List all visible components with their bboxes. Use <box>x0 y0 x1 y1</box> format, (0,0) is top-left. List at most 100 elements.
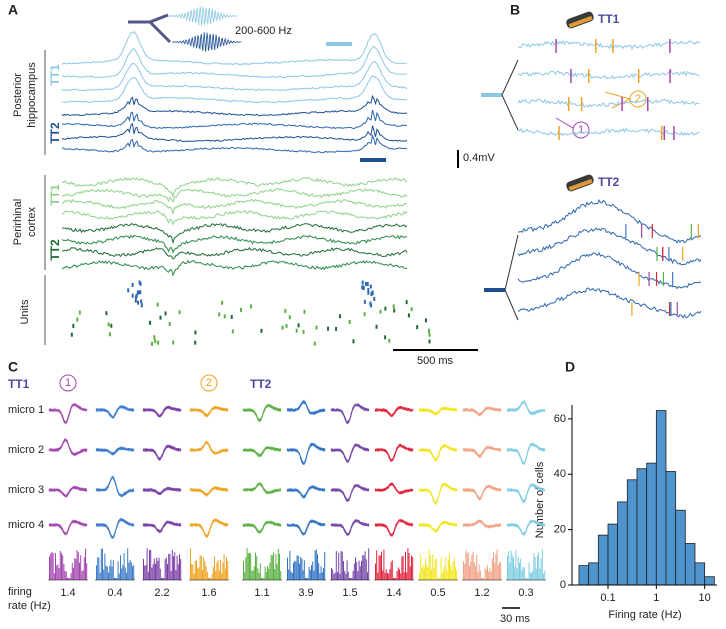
autocorrelogram-bar <box>447 560 449 580</box>
y-axis-label: Number of cells <box>534 461 546 538</box>
autocorrelogram-bar <box>128 562 130 580</box>
trace <box>61 234 408 254</box>
ripple <box>171 32 242 52</box>
trace <box>517 227 702 266</box>
waveform <box>506 443 546 466</box>
firing-rate: 0.3 <box>518 587 533 599</box>
autocorrelogram-bar <box>449 552 450 580</box>
autocorrelogram-bar <box>103 569 105 580</box>
waveform <box>330 404 370 424</box>
autocorrelogram-bar <box>538 552 540 580</box>
autocorrelogram-bar <box>305 578 306 580</box>
waveform <box>506 443 546 464</box>
autocorrelogram-bar <box>100 548 102 580</box>
autocorrelogram-bar <box>519 562 520 580</box>
autocorrelogram-bar <box>158 557 160 580</box>
firing-rate: 3.9 <box>298 587 313 599</box>
waveform <box>189 518 229 539</box>
firing-rate: 0.5 <box>430 587 445 599</box>
autocorrelogram-bar <box>75 558 77 580</box>
autocorrelogram-bar <box>481 578 482 580</box>
autocorrelogram-bar <box>513 558 514 580</box>
panel-label: B <box>510 2 520 18</box>
autocorrelogram-bar <box>384 572 386 580</box>
autocorrelogram-bar <box>511 555 513 580</box>
autocorrelogram-bar <box>478 564 480 580</box>
waveform <box>330 483 370 503</box>
autocorrelogram-bar <box>323 568 324 580</box>
autocorrelogram-bar <box>321 572 323 580</box>
waveform <box>286 442 326 465</box>
autocorrelogram-bar <box>352 570 354 580</box>
autocorrelogram-bar <box>169 553 171 580</box>
autocorrelogram-bar <box>341 551 343 580</box>
autocorrelogram-bar <box>320 566 322 580</box>
waveform <box>418 483 458 504</box>
waveform <box>142 445 182 459</box>
waveform <box>189 520 229 538</box>
autocorrelogram-bar <box>56 565 58 580</box>
panel-label: C <box>8 359 18 375</box>
autocorrelogram-bar <box>324 551 326 580</box>
autocorrelogram-bar <box>470 561 472 580</box>
autocorrelogram-bar <box>245 557 247 580</box>
tetrode-label: TT2 <box>48 239 62 261</box>
autocorrelogram-bar <box>357 571 359 580</box>
waveform <box>374 444 414 463</box>
autocorrelogram-bar <box>355 557 356 580</box>
bar <box>684 543 696 586</box>
autocorrelogram-bar <box>346 560 348 580</box>
autocorrelogram-bar <box>64 571 66 580</box>
y-tick-label: 20 <box>554 524 566 536</box>
autocorrelogram-bar <box>97 556 99 580</box>
trace <box>61 246 408 260</box>
y-tick-label: 40 <box>554 468 566 480</box>
autocorrelogram-bar <box>477 572 479 580</box>
autocorrelogram-bar <box>153 558 155 580</box>
autocorrelogram-bar <box>59 550 61 580</box>
autocorrelogram-bar <box>306 578 308 580</box>
autocorrelogram-bar <box>422 564 424 580</box>
autocorrelogram-bar <box>440 557 442 580</box>
waveform <box>286 519 326 536</box>
autocorrelogram-bar <box>202 569 203 580</box>
autocorrelogram-bar <box>351 578 353 580</box>
autocorrelogram-bar <box>333 573 335 580</box>
autocorrelogram-bar <box>402 555 404 580</box>
autocorrelogram-bar <box>387 572 388 580</box>
ripple-pointer <box>128 13 172 44</box>
autocorrelogram-bar <box>83 557 85 580</box>
waveform <box>331 403 370 424</box>
autocorrelogram-bar <box>439 578 441 580</box>
waveform <box>286 485 326 499</box>
autocorrelogram-bar <box>467 552 469 580</box>
autocorrelogram-bar <box>376 550 378 580</box>
autocorrelogram-bar <box>275 554 277 580</box>
electrode-icon <box>566 11 594 192</box>
waveform <box>48 403 88 423</box>
autocorrelogram-bar <box>71 562 73 580</box>
autocorrelogram-bar <box>161 578 162 580</box>
autocorrelogram-bar <box>522 566 524 580</box>
waveform <box>95 475 135 498</box>
autocorrelogram-bar <box>251 570 253 580</box>
autocorrelogram-bar <box>399 569 400 580</box>
autocorrelogram-bar <box>133 565 135 580</box>
waveform <box>331 484 370 503</box>
autocorrelogram-bar <box>523 567 525 580</box>
autocorrelogram-bar <box>319 573 321 580</box>
autocorrelogram-bar <box>205 565 207 580</box>
time-scale: 500 ms <box>417 355 454 367</box>
waveform <box>286 442 326 465</box>
autocorrelogram-bar <box>394 578 396 580</box>
autocorrelogram-bar <box>155 563 156 580</box>
autocorrelogram-bar <box>453 557 455 580</box>
waveform <box>286 400 326 415</box>
autocorrelogram-bar <box>279 553 280 580</box>
bar <box>704 576 715 586</box>
autocorrelogram-bar <box>171 549 173 580</box>
trace <box>517 287 702 319</box>
autocorrelogram-bar <box>168 553 170 580</box>
autocorrelogram-bar <box>382 570 384 580</box>
autocorrelogram-bar <box>291 572 293 580</box>
